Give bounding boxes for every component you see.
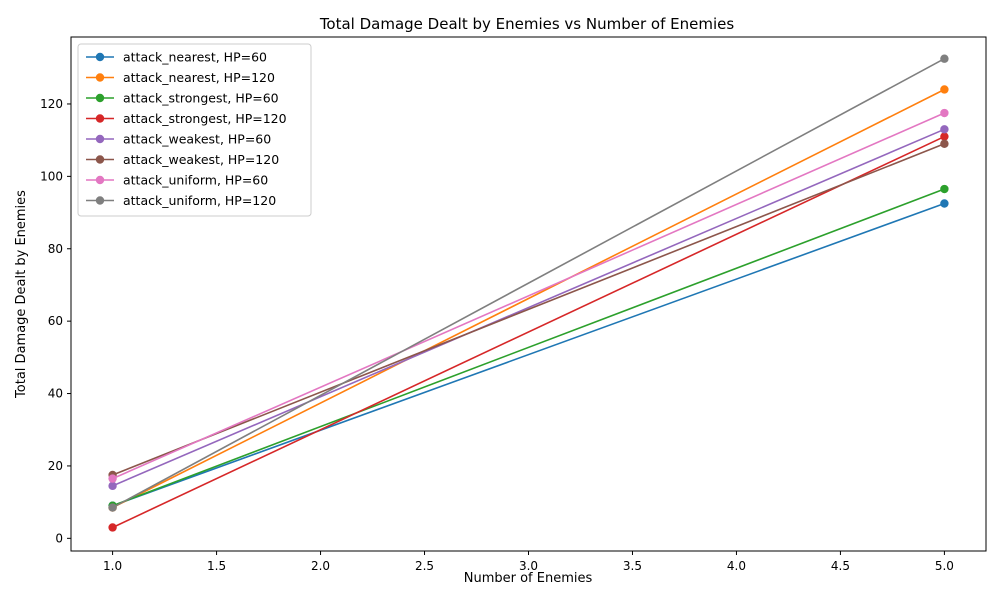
- legend-marker: [95, 52, 105, 62]
- legend-item: attack_weakest, HP=60: [86, 132, 271, 147]
- series-7: [108, 108, 949, 483]
- legend-item: attack_strongest, HP=120: [86, 111, 287, 126]
- data-point: [108, 503, 117, 512]
- y-tick-label: 100: [40, 169, 63, 183]
- series-line: [112, 128, 945, 487]
- series-line: [112, 112, 945, 480]
- data-point: [940, 125, 949, 134]
- legend-item: attack_weakest, HP=120: [86, 152, 279, 167]
- legend-label: attack_uniform, HP=120: [123, 193, 276, 208]
- legend-box: [77, 43, 312, 217]
- x-tick-label: 1.5: [207, 559, 226, 573]
- x-tick-label: 2.0: [311, 559, 330, 573]
- legend-item: attack_nearest, HP=60: [86, 50, 267, 65]
- series-line: [112, 202, 945, 507]
- series-1: [108, 199, 949, 510]
- plot-frame: [70, 36, 987, 552]
- data-point: [108, 523, 117, 532]
- legend-marker: [95, 175, 105, 185]
- series-layer: [108, 54, 949, 532]
- legend-item: attack_nearest, HP=120: [86, 70, 275, 85]
- x-axis: 1.0 1.5 2.0 2.5 3.0 3.5 4.0 4.5 5.0: [103, 551, 954, 573]
- legend-label: attack_nearest, HP=120: [123, 70, 275, 85]
- data-point: [940, 108, 949, 118]
- y-tick-label: 0: [55, 531, 63, 545]
- y-tick-label: 120: [40, 97, 63, 111]
- data-point: [940, 85, 949, 94]
- legend-item: attack_strongest, HP=60: [86, 91, 279, 106]
- y-tick-label: 20: [48, 459, 63, 473]
- y-axis-title: Total Damage Dealt by Enemies: [14, 190, 29, 399]
- series-line: [112, 143, 945, 476]
- x-tick-label: 3.5: [623, 559, 642, 573]
- legend-marker: [95, 134, 105, 144]
- series-line: [112, 58, 945, 509]
- data-point: [940, 54, 949, 63]
- legend-label: attack_strongest, HP=60: [123, 91, 279, 106]
- series-5: [108, 125, 949, 491]
- series-line: [112, 135, 945, 529]
- data-point: [108, 481, 117, 491]
- series-8: [108, 54, 949, 512]
- legend-label: attack_weakest, HP=120: [123, 152, 279, 167]
- chart-title: Total Damage Dealt by Enemies vs Number …: [319, 15, 735, 33]
- legend-marker: [95, 196, 105, 205]
- legend-label: attack_nearest, HP=60: [123, 50, 267, 65]
- x-tick-label: 4.0: [727, 559, 746, 573]
- legend-label: attack_strongest, HP=120: [123, 111, 287, 126]
- data-point: [940, 139, 949, 148]
- data-point: [940, 199, 949, 208]
- legend-item: attack_uniform, HP=60: [86, 173, 268, 188]
- x-tick-label: 5.0: [935, 559, 954, 573]
- legend-marker: [95, 93, 105, 103]
- legend-item: attack_uniform, HP=120: [86, 193, 276, 208]
- data-point: [940, 132, 949, 141]
- x-axis-title: Number of Enemies: [464, 571, 593, 586]
- x-tick-label: 4.5: [831, 559, 850, 573]
- series-line: [112, 88, 945, 509]
- x-tick-label: 1.0: [103, 559, 122, 573]
- legend-label: attack_weakest, HP=60: [123, 132, 271, 147]
- y-tick-label: 40: [48, 387, 63, 401]
- x-tick-label: 2.5: [415, 559, 434, 573]
- y-tick-label: 60: [48, 314, 63, 328]
- legend: attack_nearest, HP=60 attack_nearest, HP=…: [77, 43, 312, 217]
- legend-marker: [95, 73, 105, 82]
- legend-marker: [95, 114, 105, 123]
- y-axis: 0 20 40 60 80 100 120: [40, 97, 71, 545]
- series-6: [108, 139, 949, 480]
- legend-label: attack_uniform, HP=60: [123, 173, 268, 188]
- series-line: [112, 188, 945, 507]
- data-point: [108, 474, 117, 483]
- series-4: [108, 132, 949, 532]
- x-tick-label: 3.0: [519, 559, 538, 573]
- legend-marker: [95, 155, 105, 164]
- y-tick-label: 80: [48, 242, 63, 256]
- data-point: [940, 184, 949, 194]
